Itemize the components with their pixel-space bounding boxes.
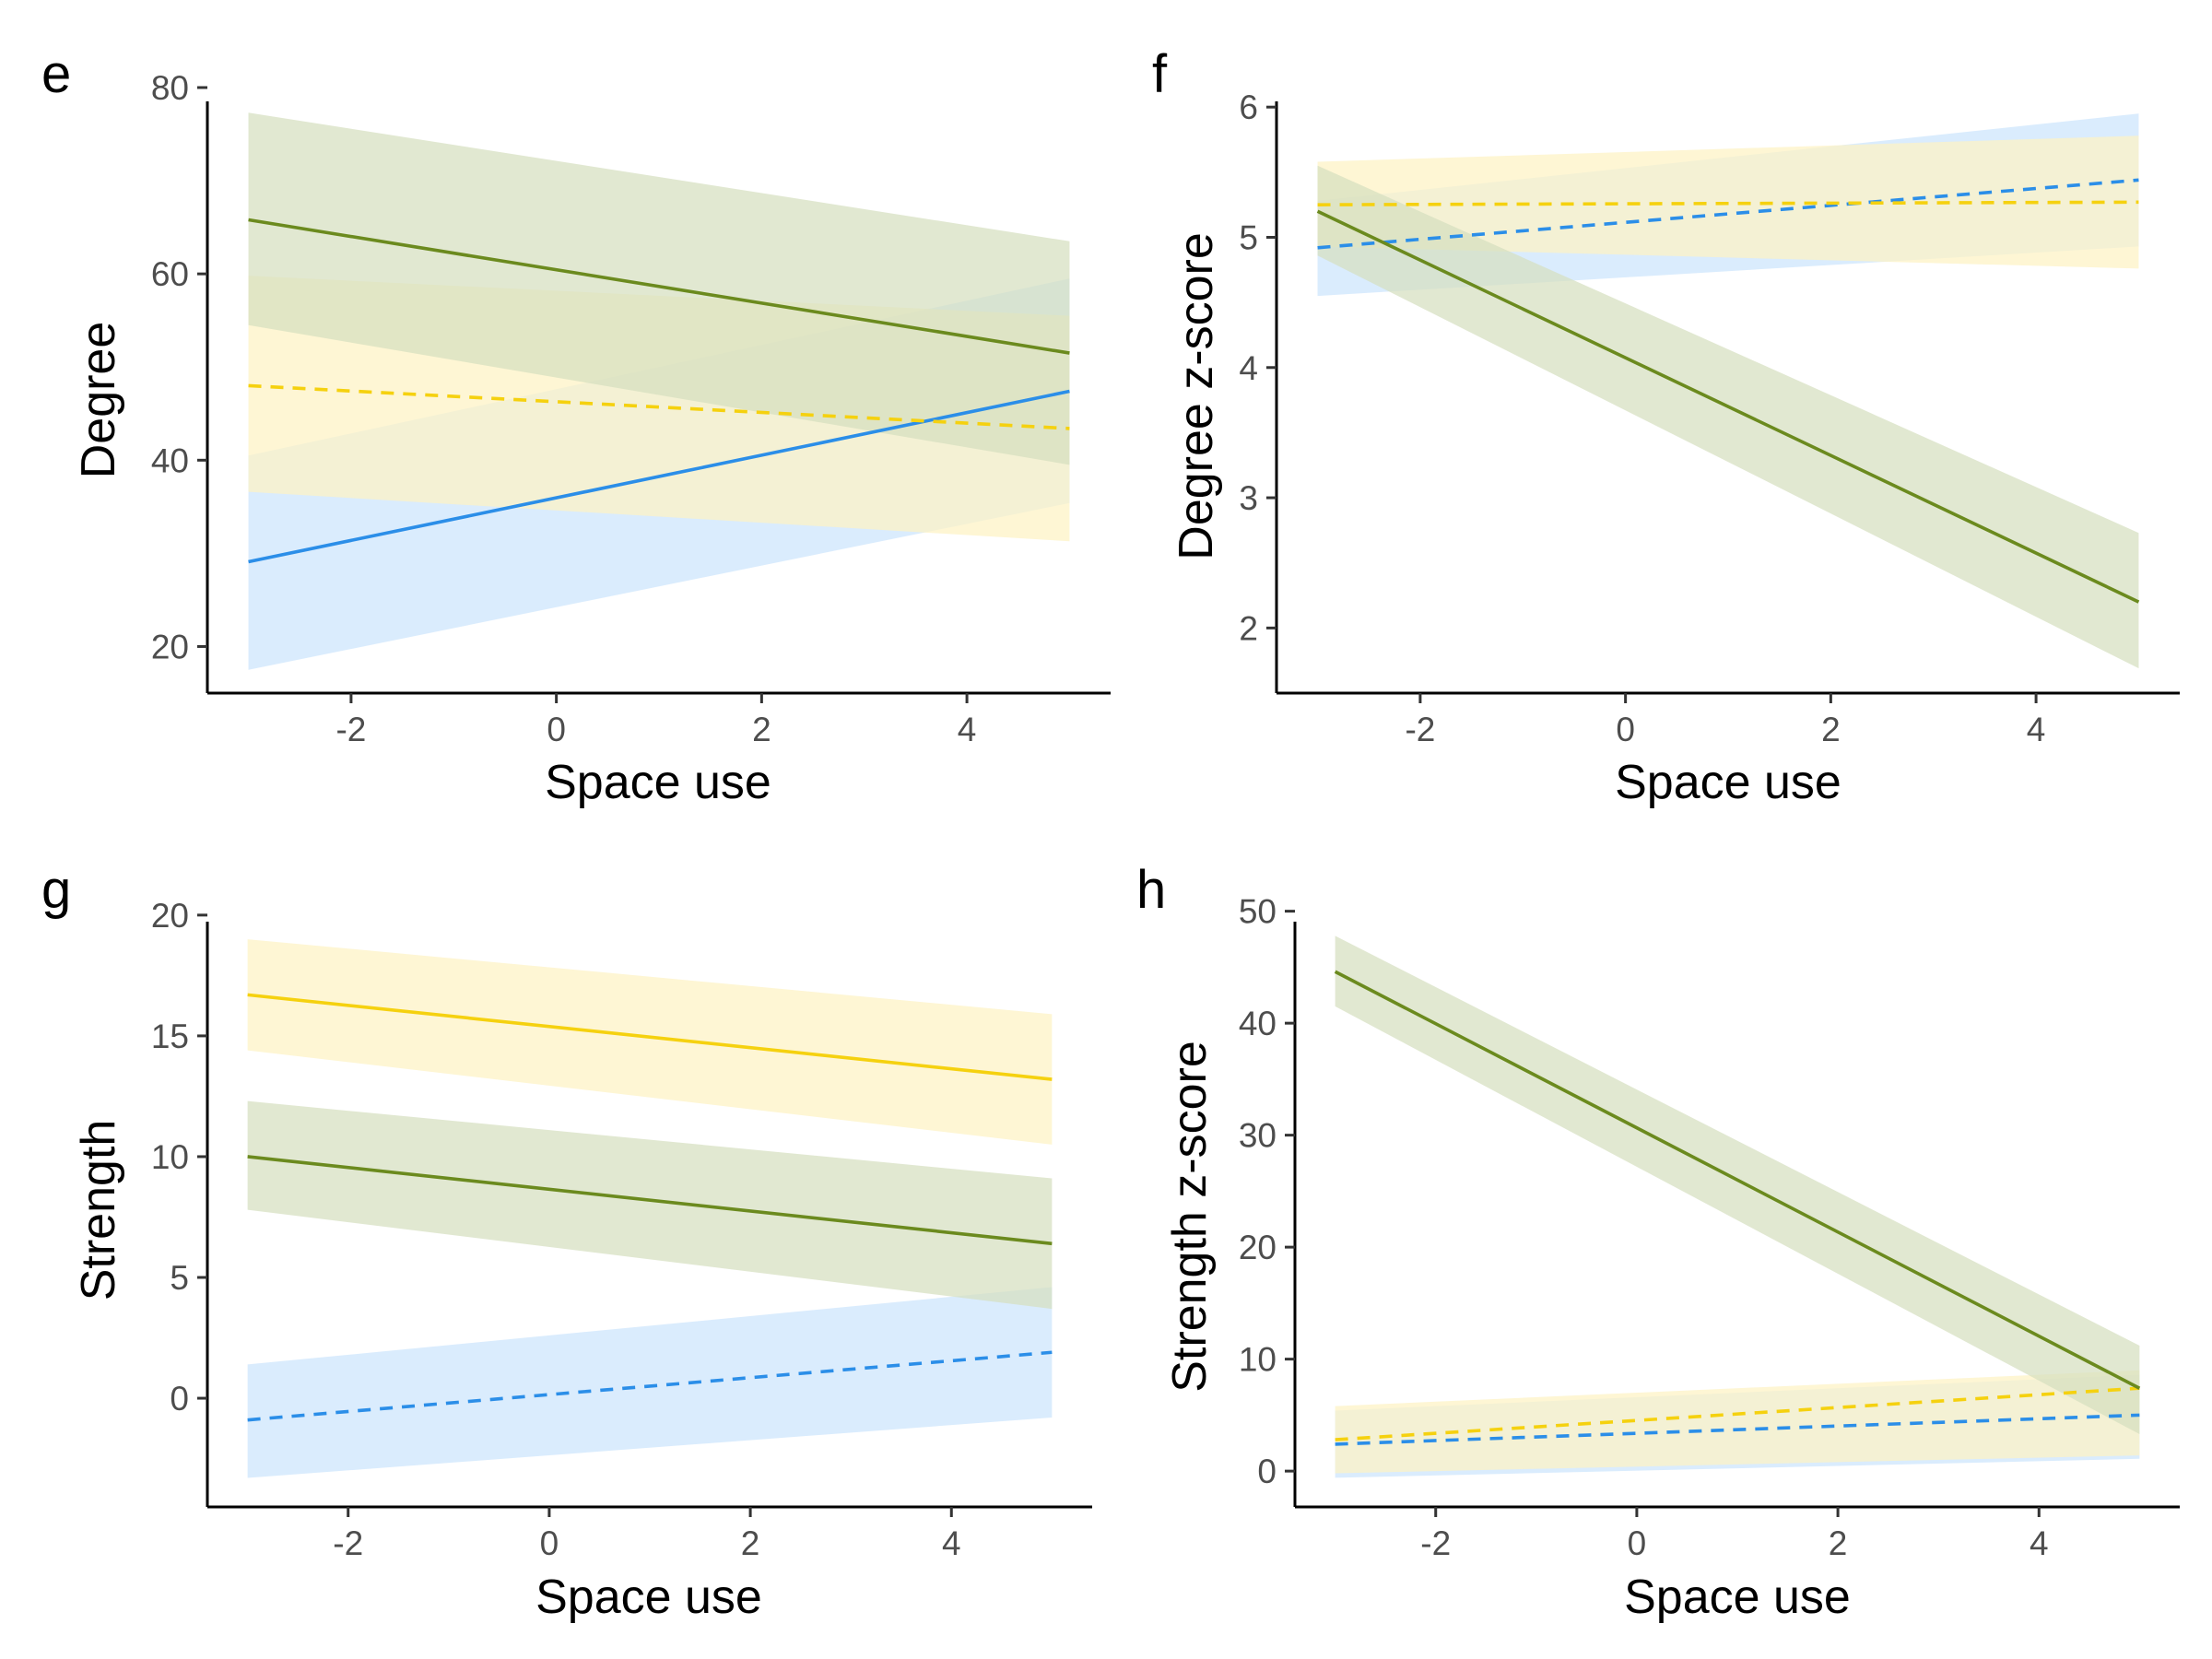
series-line-green <box>247 1155 1053 1246</box>
axes-f <box>1275 101 2180 695</box>
series-line-yellow <box>248 383 1070 430</box>
y-tick-label: 0 <box>1257 1453 1277 1490</box>
ci-band-green <box>248 112 1070 465</box>
series-line-blue <box>1335 1413 2140 1446</box>
panel-letter-f: f <box>1152 44 1168 104</box>
y-tick-label: 30 <box>1239 1117 1277 1155</box>
y-tick-label: 5 <box>170 1259 189 1297</box>
ticks-f: -2 0 2 4 2 3 4 5 6 <box>1239 88 2045 748</box>
y-tick-label: 0 <box>170 1380 189 1418</box>
y-axis-title-e: Degree <box>72 322 125 479</box>
x-tick-label: 4 <box>942 1524 961 1562</box>
x-tick-label: 0 <box>1628 1524 1647 1562</box>
lines-h <box>1334 970 2141 1446</box>
ci-band-yellow <box>247 939 1053 1145</box>
axes-e <box>206 101 1111 695</box>
panel-letter-e: e <box>41 44 71 104</box>
lines-g <box>247 993 1053 1422</box>
series-line-green <box>1316 209 2140 604</box>
y-tick-label: 20 <box>151 628 189 665</box>
series-line-green <box>1334 970 2141 1390</box>
axes-g <box>206 922 1092 1509</box>
y-tick-label: 40 <box>151 441 189 479</box>
x-tick-label: 2 <box>741 1524 760 1562</box>
series-line-yellow <box>1335 1386 2140 1441</box>
ticks-e: -2 0 2 4 20 40 60 80 <box>151 69 977 748</box>
ticks-g: -2 0 2 4 0 5 10 15 20 <box>151 897 961 1562</box>
panel-e: -2 0 2 4 20 40 60 80 e Space use Degree <box>41 44 1111 809</box>
panel-letter-h: h <box>1136 860 1166 920</box>
y-tick-label: 20 <box>1239 1229 1277 1266</box>
y-tick-label: 80 <box>151 69 189 107</box>
panel-letter-g: g <box>41 860 71 920</box>
y-tick-label: 4 <box>1239 349 1258 387</box>
y-axis-title-g: Strength <box>72 1120 125 1301</box>
x-tick-label: 4 <box>2027 711 2046 748</box>
x-tick-label: -2 <box>1420 1524 1451 1562</box>
y-tick-label: 10 <box>1239 1341 1277 1379</box>
x-axis-title-f: Space use <box>1615 756 1841 809</box>
series-line-yellow <box>247 993 1053 1081</box>
y-tick-label: 40 <box>1239 1005 1277 1042</box>
x-tick-label: 2 <box>752 711 771 748</box>
y-tick-label: 15 <box>151 1018 189 1055</box>
y-tick-label: 20 <box>151 897 189 935</box>
y-tick-label: 50 <box>1239 893 1277 931</box>
x-tick-label: 0 <box>547 711 566 748</box>
x-tick-label: 4 <box>2030 1524 2049 1562</box>
y-tick-label: 10 <box>151 1138 189 1176</box>
axes-h <box>1293 922 2180 1509</box>
lines-f <box>1316 178 2140 604</box>
lines-e <box>248 218 1070 564</box>
series-line-green <box>248 218 1070 355</box>
x-axis-title-e: Space use <box>545 756 771 809</box>
panel-g: -2 0 2 4 0 5 10 15 20 g Space use Strength <box>41 860 1092 1624</box>
series-line-blue <box>248 389 1070 564</box>
ci-band-yellow <box>1335 1370 2140 1474</box>
bands-e <box>248 112 1070 670</box>
y-tick-label: 3 <box>1239 479 1258 517</box>
x-tick-label: -2 <box>1405 711 1435 748</box>
x-axis-title-h: Space use <box>1624 1571 1851 1624</box>
x-tick-label: -2 <box>335 711 366 748</box>
x-tick-label: 2 <box>1821 711 1841 748</box>
y-tick-label: 5 <box>1239 218 1258 256</box>
y-tick-label: 60 <box>151 255 189 293</box>
ci-band-green <box>1317 165 2139 669</box>
y-axis-title-h: Strength z-score <box>1163 1041 1217 1393</box>
x-tick-label: 4 <box>958 711 977 748</box>
y-tick-label: 6 <box>1239 88 1258 126</box>
panel-f: -2 0 2 4 2 3 4 5 6 f Space use Degree z-score <box>1152 44 2180 809</box>
x-axis-title-g: Space use <box>535 1571 762 1624</box>
x-tick-label: 2 <box>1829 1524 1848 1562</box>
x-tick-label: 0 <box>540 1524 559 1562</box>
bands-g <box>247 939 1053 1478</box>
x-tick-label: 0 <box>1616 711 1635 748</box>
series-line-blue <box>1317 178 2139 250</box>
y-tick-label: 2 <box>1239 609 1258 647</box>
ci-band-blue <box>247 1287 1053 1478</box>
ci-band-green <box>247 1100 1053 1310</box>
series-line-blue <box>247 1350 1053 1422</box>
y-axis-title-f: Degree z-score <box>1170 232 1223 559</box>
ci-band-green <box>1335 935 2140 1435</box>
x-tick-label: -2 <box>333 1524 363 1562</box>
series-line-yellow <box>1317 200 2139 206</box>
